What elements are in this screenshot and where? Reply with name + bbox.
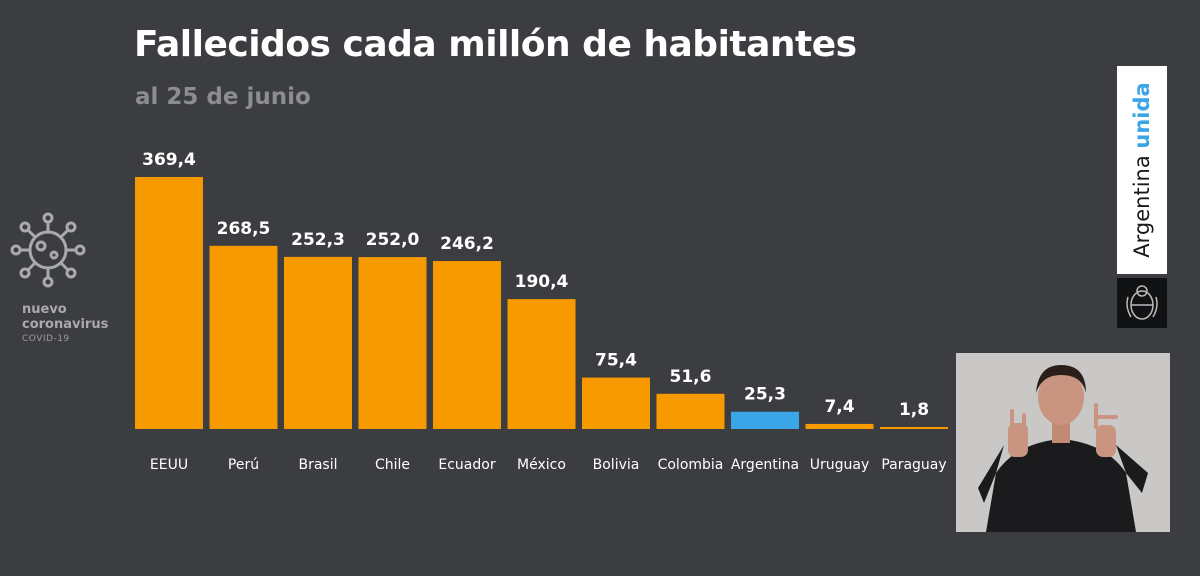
bar-uruguay <box>805 423 874 429</box>
logo-text: nuevo coronavirus COVID-19 <box>22 302 108 347</box>
logo-line-1: nuevo <box>22 302 67 317</box>
category-label-argentina: Argentina <box>731 457 799 473</box>
chart-title: Fallecidos cada millón de habitantes <box>134 24 857 65</box>
category-label-eeuu: EEUU <box>150 457 188 473</box>
bar-bolivia <box>582 377 650 429</box>
value-label-uruguay: 7,4 <box>824 397 854 417</box>
brand-word-2: unida <box>1130 82 1154 149</box>
bar-chile <box>358 257 427 429</box>
value-label-eeuu: 369,4 <box>142 150 196 170</box>
category-label-paraguay: Paraguay <box>881 457 946 473</box>
category-label-perú: Perú <box>228 457 259 473</box>
category-label-colombia: Colombia <box>658 457 724 473</box>
category-label-ecuador: Ecuador <box>438 457 495 473</box>
bar-colombia <box>656 393 725 429</box>
bar-perú <box>209 245 278 429</box>
logo-line-3: COVID-19 <box>22 334 70 344</box>
logo-line-2: coronavirus <box>22 317 109 332</box>
category-label-méxico: México <box>517 457 566 473</box>
value-label-méxico: 190,4 <box>515 272 569 292</box>
category-label-uruguay: Uruguay <box>810 457 870 473</box>
value-label-colombia: 51,6 <box>670 367 712 387</box>
chart-subtitle: al 25 de junio <box>135 84 311 110</box>
virus-icon <box>8 210 118 360</box>
bar-paraguay <box>880 427 948 429</box>
category-label-bolivia: Bolivia <box>593 457 640 473</box>
bar-argentina <box>731 411 799 429</box>
bar-méxico <box>507 299 576 429</box>
bar-brasil <box>284 256 352 429</box>
value-label-paraguay: 1,8 <box>899 400 929 420</box>
value-label-perú: 268,5 <box>217 219 271 239</box>
sign-language-interpreter <box>956 353 1170 532</box>
value-label-bolivia: 75,4 <box>595 351 637 371</box>
value-label-ecuador: 246,2 <box>440 234 494 254</box>
value-label-chile: 252,0 <box>366 230 420 250</box>
argentina-unida-badge: Argentina unida <box>1117 66 1167 328</box>
bar-eeuu <box>135 177 203 429</box>
brand-text-panel: Argentina unida <box>1117 66 1167 274</box>
bar-ecuador <box>433 261 501 429</box>
brand-text: Argentina unida <box>1130 82 1154 257</box>
brand-word-1: Argentina <box>1130 155 1154 258</box>
value-label-argentina: 25,3 <box>744 385 786 405</box>
value-label-brasil: 252,3 <box>291 230 345 250</box>
national-emblem-icon <box>1117 278 1167 328</box>
category-label-brasil: Brasil <box>298 457 337 473</box>
category-label-chile: Chile <box>375 457 410 473</box>
